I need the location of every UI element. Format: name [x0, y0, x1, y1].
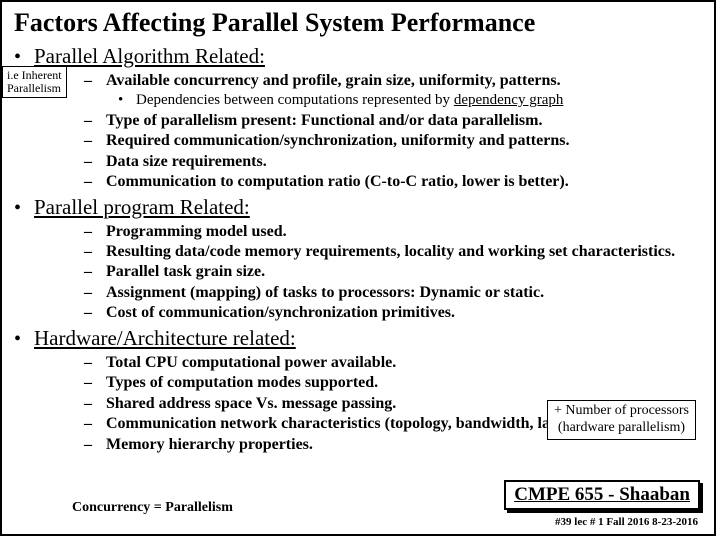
section-algorithm-row: • Parallel Algorithm Related:: [14, 42, 702, 71]
algorithm-item: Available concurrency and profile, grain…: [84, 71, 702, 91]
footer-course-box: CMPE 655 - Shaaban: [504, 480, 700, 510]
section-hardware-row: • Hardware/Architecture related:: [14, 324, 702, 353]
algorithm-item: Data size requirements.: [84, 152, 702, 172]
program-item: Assignment (mapping) of tasks to process…: [84, 283, 702, 303]
slide-title: Factors Affecting Parallel System Perfor…: [14, 8, 702, 38]
program-item: Resulting data/code memory requirements,…: [84, 242, 702, 262]
subitem-text-b: dependency graph: [454, 92, 564, 108]
program-list: Programming model used. Resulting data/c…: [84, 222, 702, 324]
callout-right-line2: (hardware parallelism): [558, 420, 685, 435]
callout-inherent-parallelism: i.e Inherent Parallelism: [2, 66, 67, 98]
hardware-item: Total CPU computational power available.: [84, 353, 554, 373]
section-hardware-heading: Hardware/Architecture related:: [34, 326, 296, 351]
callout-right-line1: + Number of processors: [554, 403, 689, 418]
footer-concurrency-note: Concurrency = Parallelism: [72, 500, 233, 516]
section-algorithm-heading: Parallel Algorithm Related:: [34, 44, 265, 69]
program-item: Parallel task grain size.: [84, 262, 702, 282]
hardware-item: Types of computation modes supported.: [84, 373, 554, 393]
algorithm-sublist: Dependencies between computations repres…: [118, 91, 702, 110]
callout-number-processors: + Number of processors (hardware paralle…: [547, 400, 696, 440]
program-item: Cost of communication/synchronization pr…: [84, 303, 702, 323]
slide-frame: Factors Affecting Parallel System Perfor…: [0, 0, 716, 536]
algorithm-subitem: Dependencies between computations repres…: [118, 91, 702, 110]
section-program-row: • Parallel program Related:: [14, 193, 702, 222]
bullet-icon: •: [14, 328, 26, 351]
algorithm-item: Communication to computation ratio (C-to…: [84, 172, 702, 192]
callout-left-line1: i.e Inherent: [7, 68, 62, 82]
footer-course-text: CMPE 655 - Shaaban: [514, 484, 690, 505]
algorithm-list: Available concurrency and profile, grain…: [84, 71, 702, 193]
program-item: Programming model used.: [84, 222, 702, 242]
subitem-text-a: Dependencies between computations repres…: [136, 92, 454, 108]
hardware-item: Memory hierarchy properties.: [84, 435, 554, 455]
algorithm-item: Required communication/synchronization, …: [84, 131, 702, 151]
footer-meta-text: #39 lec # 1 Fall 2016 8-23-2016: [555, 516, 698, 528]
callout-left-line2: Parallelism: [7, 81, 61, 95]
section-program-heading: Parallel program Related:: [34, 195, 250, 220]
hardware-item: Shared address space Vs. message passing…: [84, 394, 554, 414]
hardware-list: Total CPU computational power available.…: [84, 353, 554, 455]
bullet-icon: •: [14, 197, 26, 220]
algorithm-item: Type of parallelism present: Functional …: [84, 111, 702, 131]
